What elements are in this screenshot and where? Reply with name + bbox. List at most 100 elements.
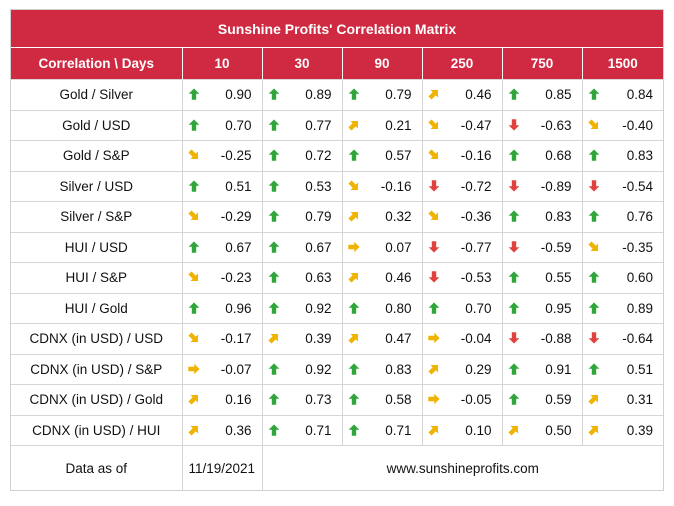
- arrow-up-icon: [347, 88, 360, 100]
- correlation-cell: 0.71: [341, 414, 422, 446]
- correlation-value: -0.16: [460, 148, 492, 163]
- arrow-up-right-icon: [427, 363, 439, 375]
- arrow-up-icon: [587, 210, 600, 222]
- correlation-cell: 0.83: [501, 201, 582, 232]
- correlation-value: 0.83: [385, 361, 412, 377]
- correlation-cell: -0.54: [581, 170, 664, 202]
- arrow-down-icon: [427, 179, 440, 192]
- arrow-down-right-icon: [427, 118, 439, 130]
- table-row: CDNX (in USD) / S&P -0.07 0.92 0.83 0.29 0.91…: [11, 353, 664, 385]
- arrow-up-icon: [267, 240, 280, 253]
- arrow-up-icon: [267, 393, 280, 405]
- arrow-down-right-icon: [187, 332, 199, 343]
- correlation-cell: 0.10: [421, 414, 502, 446]
- arrow-down-icon: [427, 240, 440, 253]
- arrow-up-icon: [507, 362, 520, 375]
- correlation-cell: 0.51: [581, 353, 664, 385]
- correlation-value: 0.80: [385, 300, 412, 316]
- correlation-cell: 0.51: [181, 170, 262, 202]
- row-label: Gold / USD: [11, 109, 182, 141]
- correlation-value: 0.46: [465, 87, 492, 102]
- correlation-value: -0.53: [460, 270, 492, 285]
- correlation-cell: 0.89: [581, 292, 664, 324]
- correlation-cell: 0.32: [341, 201, 422, 232]
- correlation-cell: 0.46: [341, 262, 422, 293]
- correlation-value: 0.67: [225, 239, 252, 255]
- correlation-value: 0.95: [545, 300, 572, 316]
- arrow-up-icon: [187, 301, 200, 314]
- correlation-cell: 0.95: [501, 292, 582, 324]
- arrow-up-icon: [267, 118, 280, 131]
- footer-date: 11/19/2021: [181, 445, 262, 490]
- correlation-cell: 0.85: [501, 79, 582, 110]
- row-label: CDNX (in USD) / USD: [11, 323, 182, 354]
- arrow-up-icon: [267, 362, 280, 375]
- arrow-up-right-icon: [347, 333, 359, 344]
- correlation-cell: 0.67: [261, 231, 342, 263]
- correlation-cell: 0.39: [261, 323, 342, 354]
- correlation-cell: 0.72: [261, 140, 342, 171]
- arrow-down-icon: [507, 332, 520, 344]
- correlation-cell: 0.91: [501, 353, 582, 385]
- arrow-down-right-icon: [587, 118, 599, 130]
- arrow-up-icon: [267, 423, 280, 436]
- correlation-cell: 0.96: [181, 292, 262, 324]
- correlation-cell: 0.89: [261, 79, 342, 110]
- arrow-down-right-icon: [427, 210, 439, 221]
- correlation-value: 0.72: [305, 148, 332, 163]
- correlation-value: -0.23: [220, 270, 252, 285]
- correlation-value: -0.59: [540, 239, 572, 255]
- table-row: HUI / Gold 0.96 0.92 0.80 0.70 0.95 0.89: [11, 292, 664, 324]
- arrow-up-icon: [267, 301, 280, 314]
- correlation-value: -0.25: [220, 148, 252, 163]
- correlation-cell: 0.36: [181, 414, 262, 446]
- correlation-value: 0.47: [385, 331, 412, 346]
- arrow-right-icon: [347, 240, 360, 253]
- row-label: Silver / USD: [11, 170, 182, 202]
- arrow-down-right-icon: [187, 271, 199, 282]
- correlation-cell: -0.72: [421, 170, 502, 202]
- row-label: Gold / Silver: [11, 79, 182, 110]
- arrow-up-right-icon: [587, 394, 599, 405]
- correlation-cell: 0.67: [181, 231, 262, 263]
- correlation-value: -0.29: [220, 209, 252, 224]
- arrow-right-icon: [187, 362, 200, 375]
- correlation-cell: 0.46: [421, 79, 502, 110]
- arrow-up-icon: [187, 88, 200, 100]
- correlation-value: 0.67: [305, 239, 332, 255]
- correlation-cell: -0.16: [421, 140, 502, 171]
- correlation-cell: 0.31: [581, 384, 664, 415]
- correlation-cell: 0.39: [581, 414, 664, 446]
- arrow-up-right-icon: [347, 211, 359, 222]
- row-label: Silver / S&P: [11, 201, 182, 232]
- arrow-up-icon: [347, 393, 360, 405]
- correlation-value: 0.96: [225, 300, 252, 316]
- arrow-down-icon: [507, 240, 520, 253]
- correlation-cell: 0.47: [341, 323, 422, 354]
- correlation-cell: 0.21: [341, 109, 422, 141]
- correlation-value: -0.16: [380, 178, 412, 194]
- correlation-cell: 0.84: [581, 79, 664, 110]
- correlation-cell: 0.63: [261, 262, 342, 293]
- correlation-cell: -0.04: [421, 323, 502, 354]
- correlation-value: 0.89: [305, 87, 332, 102]
- correlation-value: 0.51: [626, 361, 654, 377]
- matrix-table: Sunshine Profits' Correlation Matrix Cor…: [11, 10, 664, 490]
- correlation-value: 0.92: [305, 361, 332, 377]
- arrow-up-right-icon: [347, 119, 359, 131]
- correlation-value: 0.71: [305, 422, 332, 438]
- arrow-down-right-icon: [187, 149, 199, 160]
- correlation-value: 0.60: [626, 270, 654, 285]
- arrow-up-right-icon: [507, 424, 519, 436]
- table-row: Silver / USD 0.51 0.53 -0.16 -0.72 -0.89 -0.54: [11, 170, 664, 202]
- correlation-value: 0.79: [305, 209, 332, 224]
- header-days-1500: 1500: [581, 47, 664, 80]
- table-row: HUI / USD 0.67 0.67 0.07 -0.77 -0.59 -0.35: [11, 231, 664, 263]
- correlation-cell: 0.79: [261, 201, 342, 232]
- correlation-cell: 0.71: [261, 414, 342, 446]
- correlation-cell: 0.73: [261, 384, 342, 415]
- correlation-cell: -0.35: [581, 231, 664, 263]
- correlation-cell: -0.63: [501, 109, 582, 141]
- arrow-down-icon: [507, 118, 520, 131]
- correlation-value: 0.31: [626, 392, 654, 407]
